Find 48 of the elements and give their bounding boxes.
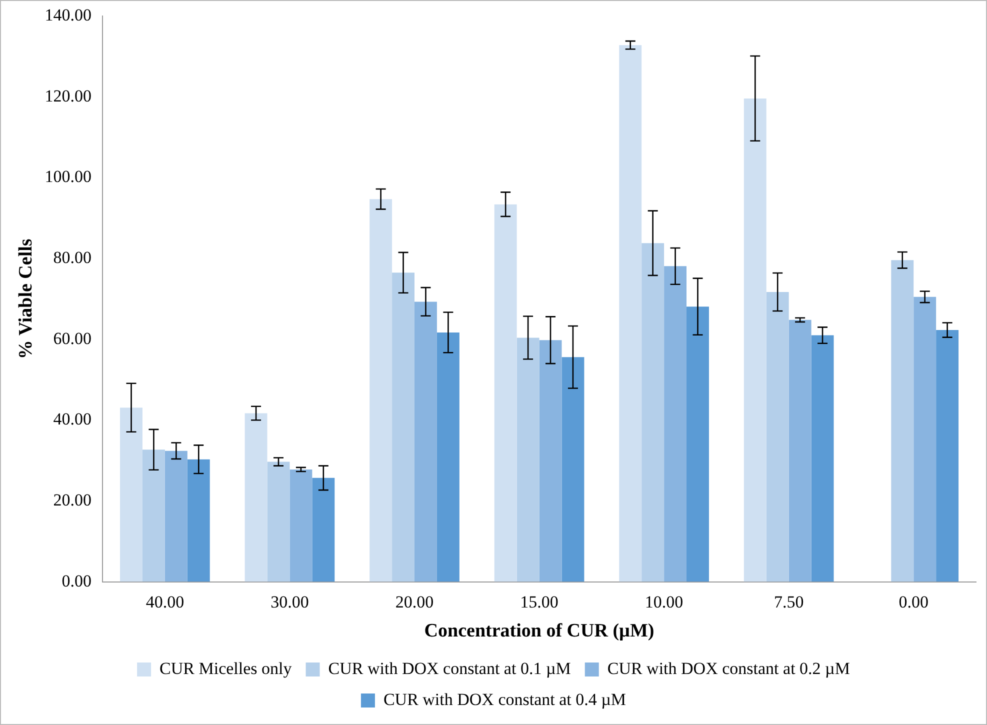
bar [436,332,460,582]
x-axis-title: Concentration of CUR (µM) [424,620,654,642]
y-tick-label: 20.00 [53,490,92,510]
x-tick-label: 0.00 [898,592,928,612]
bar [766,292,789,582]
bar [290,469,312,582]
legend-label: CUR Micelles only [160,658,292,678]
bar [744,98,766,582]
x-tick-label: 30.00 [270,592,309,612]
bar [244,413,268,582]
bar [494,204,517,582]
bar [891,260,914,582]
bar [562,357,584,582]
x-tick-label: 40.00 [146,592,184,612]
y-axis-title: % Viable Cells [15,238,36,360]
bar [414,302,437,582]
bar [312,478,335,582]
y-tick-label: 120.00 [44,86,92,106]
y-tick-label: 0.00 [62,571,92,590]
y-tick-label: 40.00 [53,410,92,429]
bar [664,266,687,582]
bar [936,330,959,582]
bar [187,459,210,582]
x-tick-label: 20.00 [395,592,434,612]
bar [686,306,709,582]
bar [619,45,642,582]
bar [539,340,562,582]
legend-label: CUR with DOX constant at 0.2 µM [607,658,850,678]
bar [370,199,392,582]
y-tick-label: 60.00 [53,328,92,348]
bar [811,335,834,582]
bar [164,450,188,582]
bar [267,462,290,582]
bar [642,243,664,582]
bar [914,296,936,582]
legend-label: CUR with DOX constant at 0.4 µM [383,690,626,709]
bar [142,450,165,582]
y-tick-label: 100.00 [44,167,92,186]
bar [392,272,414,582]
x-tick-label: 7.50 [774,592,804,612]
bar [120,408,142,582]
y-tick-label: 80.00 [53,248,92,267]
x-tick-label: 15.00 [520,592,558,612]
y-tick-label: 140.00 [44,5,92,24]
x-tick-label: 10.00 [644,592,684,612]
bar [788,320,812,582]
bar [516,338,540,582]
legend-label: CUR with DOX constant at 0.1 µM [328,658,571,678]
